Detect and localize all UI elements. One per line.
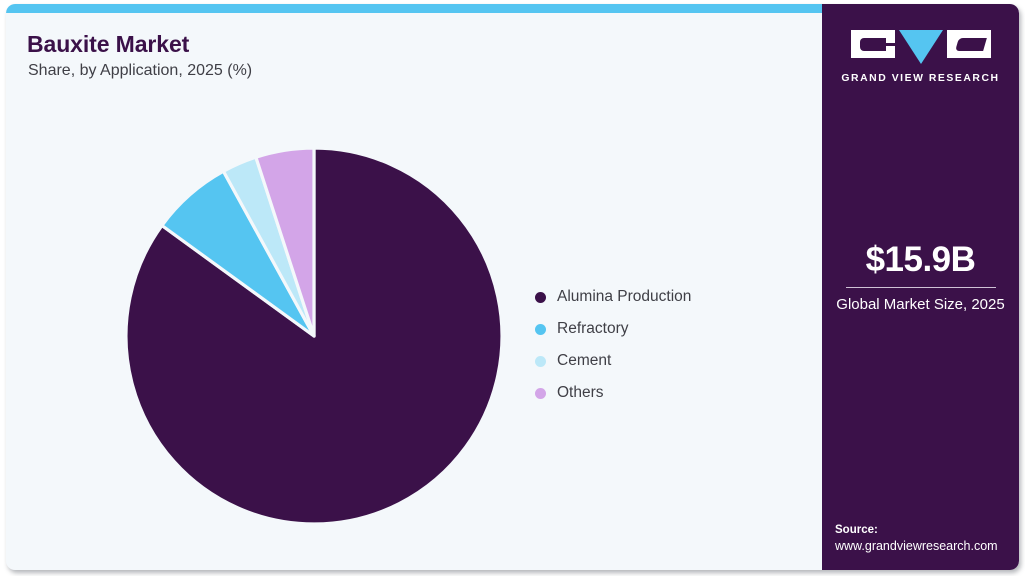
main-content: Bauxite Market Share, by Application, 20… (6, 13, 822, 570)
legend-swatch-icon (535, 323, 546, 335)
legend: Alumina Production Refractory Cement Oth… (535, 281, 691, 409)
pie-slice[interactable] (254, 146, 316, 338)
logo-g-icon (850, 30, 895, 58)
logo-triangle-icon (898, 30, 943, 64)
legend-item-cement[interactable]: Cement (535, 345, 691, 377)
stat-divider (845, 287, 996, 288)
page-title: Bauxite Market (27, 31, 190, 57)
logo-marks (850, 30, 991, 64)
stat-value: $15.9B (865, 240, 976, 279)
legend-item-others[interactable]: Others (535, 377, 691, 409)
legend-item-label: Alumina Production (557, 288, 692, 305)
stat-block: $15.9B Global Market Size, 2025 (822, 240, 1019, 315)
accent-bar (6, 4, 822, 13)
legend-swatch-icon (535, 387, 546, 399)
legend-swatch-icon (535, 291, 546, 303)
logo-r-icon (946, 30, 991, 58)
legend-item-alumina-production[interactable]: Alumina Production (535, 281, 691, 313)
brand-logo: GRAND VIEW RESEARCH (822, 30, 1019, 84)
pie-chart (6, 13, 822, 570)
legend-item-label: Cement (557, 352, 612, 369)
side-panel: GRAND VIEW RESEARCH $15.9B Global Market… (822, 4, 1019, 570)
legend-item-label: Refractory (557, 320, 629, 337)
logo-wordmark: GRAND VIEW RESEARCH (841, 73, 1000, 84)
pie-chart-svg (124, 146, 504, 526)
source-url[interactable]: www.grandviewresearch.com (835, 539, 998, 553)
legend-item-refractory[interactable]: Refractory (535, 313, 691, 345)
source-label: Source: (835, 524, 878, 536)
legend-swatch-icon (535, 355, 546, 367)
stat-caption: Global Market Size, 2025 (836, 296, 1005, 313)
chart-card: Bauxite Market Share, by Application, 20… (6, 4, 1019, 570)
pie-slice-group (124, 146, 504, 526)
source-block: Source: www.grandviewresearch.com (835, 524, 998, 553)
legend-item-label: Others (557, 384, 604, 401)
page-subtitle: Share, by Application, 2025 (%) (28, 62, 253, 79)
